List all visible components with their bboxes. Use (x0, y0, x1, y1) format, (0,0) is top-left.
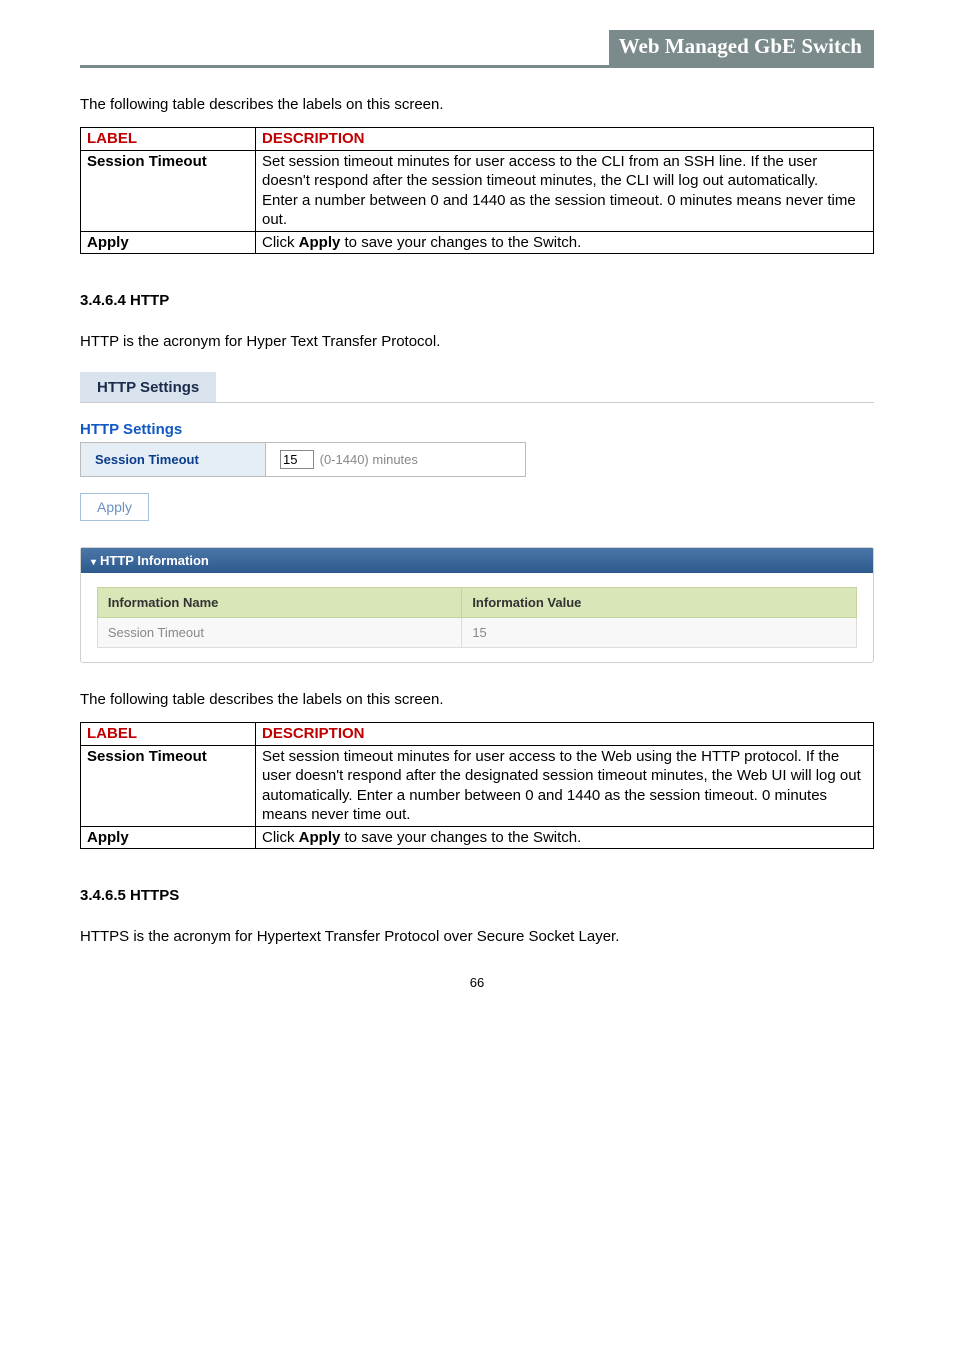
table-row: Apply Click Apply to save your changes t… (81, 826, 874, 849)
https-intro: HTTPS is the acronym for Hypertext Trans… (80, 928, 874, 945)
header-title: Web Managed GbE Switch (609, 30, 874, 65)
info-col1: Information Name (97, 588, 461, 618)
table2-header-desc: DESCRIPTION (256, 723, 874, 746)
caret-down-icon: ▾ (91, 557, 96, 568)
session-timeout-label: Session Timeout (81, 443, 266, 477)
info-row-value: 15 (462, 618, 857, 648)
table2-row0-desc: Set session timeout minutes for user acc… (256, 745, 874, 826)
timeout-unit: (0-1440) minutes (320, 452, 418, 467)
table2-row1-label: Apply (81, 826, 256, 849)
tab-http-settings[interactable]: HTTP Settings (80, 372, 216, 402)
tab-bar: HTTP Settings (80, 372, 874, 403)
info-row-label: Session Timeout (97, 618, 461, 648)
table-row: Session Timeout Set session timeout minu… (81, 150, 874, 231)
http-heading: 3.4.6.4 HTTP (80, 292, 874, 309)
table1-header-label: LABEL (81, 128, 256, 151)
table-row: Apply Click Apply to save your changes t… (81, 231, 874, 254)
table-row: Session Timeout Set session timeout minu… (81, 745, 874, 826)
table2-intro: The following table describes the labels… (80, 691, 874, 708)
http-information-panel: ▾ HTTP Information Information Name Infor… (80, 547, 874, 663)
apply-button[interactable]: Apply (80, 493, 149, 521)
table1-row0-label: Session Timeout (81, 150, 256, 231)
page-header: Web Managed GbE Switch (80, 30, 874, 68)
table1-intro: The following table describes the labels… (80, 96, 874, 113)
session-timeout-input[interactable] (280, 450, 314, 469)
page-number: 66 (80, 975, 874, 990)
http-settings-title: HTTP Settings (80, 421, 874, 438)
label-table-2: LABEL DESCRIPTION Session Timeout Set se… (80, 722, 874, 849)
table1-row1-label: Apply (81, 231, 256, 254)
table1-header-desc: DESCRIPTION (256, 128, 874, 151)
http-info-header[interactable]: ▾ HTTP Information (81, 548, 873, 573)
http-info-title: HTTP Information (100, 553, 209, 568)
table2-row0-label: Session Timeout (81, 745, 256, 826)
http-settings-table: Session Timeout (0-1440) minutes (80, 442, 526, 477)
table2-row1-desc: Click Apply to save your changes to the … (256, 826, 874, 849)
table2-header-label: LABEL (81, 723, 256, 746)
session-timeout-cell: (0-1440) minutes (266, 443, 526, 477)
http-intro: HTTP is the acronym for Hyper Text Trans… (80, 333, 874, 350)
label-table-1: LABEL DESCRIPTION Session Timeout Set se… (80, 127, 874, 254)
info-col2: Information Value (462, 588, 857, 618)
table1-row1-desc: Click Apply to save your changes to the … (256, 231, 874, 254)
table1-row0-desc: Set session timeout minutes for user acc… (256, 150, 874, 231)
http-info-table: Information Name Information Value Sessi… (97, 587, 857, 648)
table-row: Session Timeout 15 (97, 618, 856, 648)
https-heading: 3.4.6.5 HTTPS (80, 887, 874, 904)
